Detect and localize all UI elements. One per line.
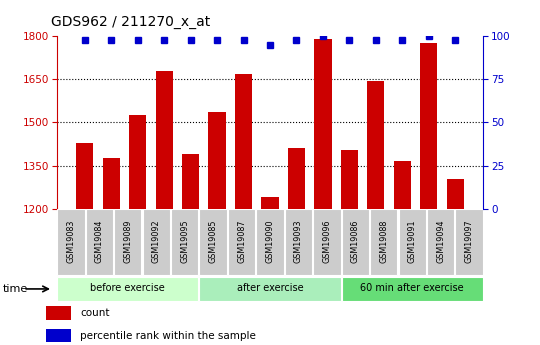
Text: 60 min after exercise: 60 min after exercise	[360, 284, 464, 293]
FancyBboxPatch shape	[57, 209, 85, 275]
Text: GSM19097: GSM19097	[464, 219, 474, 263]
Text: GSM19088: GSM19088	[379, 219, 388, 263]
FancyBboxPatch shape	[399, 209, 426, 275]
Bar	[129, 115, 146, 209]
Text: GSM19093: GSM19093	[294, 219, 303, 263]
FancyBboxPatch shape	[199, 209, 227, 275]
Text: before exercise: before exercise	[90, 284, 165, 293]
Text: GSM19086: GSM19086	[351, 219, 360, 263]
FancyBboxPatch shape	[285, 209, 312, 275]
Bar	[76, 142, 93, 209]
Text: GSM19083: GSM19083	[66, 219, 76, 263]
Bar	[367, 81, 384, 209]
Text: time: time	[3, 284, 28, 294]
FancyBboxPatch shape	[313, 209, 341, 275]
Text: after exercise: after exercise	[237, 284, 303, 293]
Text: GDS962 / 211270_x_at: GDS962 / 211270_x_at	[51, 15, 211, 29]
Bar	[103, 158, 120, 209]
Bar	[341, 150, 358, 209]
Bar	[447, 178, 464, 209]
Text: GSM19089: GSM19089	[123, 219, 132, 263]
Text: GSM19092: GSM19092	[152, 219, 161, 263]
Bar	[394, 161, 411, 209]
Text: GSM19090: GSM19090	[266, 219, 274, 263]
Text: GSM19096: GSM19096	[322, 219, 332, 263]
Bar	[235, 73, 252, 209]
Bar	[420, 43, 437, 209]
Bar	[182, 154, 199, 209]
Text: GSM19091: GSM19091	[408, 219, 417, 263]
Bar	[314, 39, 332, 209]
Text: percentile rank within the sample: percentile rank within the sample	[80, 331, 256, 341]
Bar	[261, 197, 279, 209]
FancyBboxPatch shape	[256, 209, 284, 275]
FancyBboxPatch shape	[171, 209, 198, 275]
FancyBboxPatch shape	[143, 209, 170, 275]
Text: count: count	[80, 308, 110, 318]
FancyBboxPatch shape	[57, 277, 198, 301]
FancyBboxPatch shape	[427, 209, 454, 275]
FancyBboxPatch shape	[46, 306, 71, 320]
Text: GSM19094: GSM19094	[436, 219, 445, 263]
FancyBboxPatch shape	[114, 209, 141, 275]
Bar	[288, 148, 305, 209]
FancyBboxPatch shape	[370, 209, 397, 275]
FancyBboxPatch shape	[86, 209, 113, 275]
FancyBboxPatch shape	[342, 209, 369, 275]
Bar	[156, 71, 173, 209]
Text: GSM19087: GSM19087	[237, 219, 246, 263]
Text: GSM19085: GSM19085	[208, 219, 218, 263]
Text: GSM19095: GSM19095	[180, 219, 189, 263]
Bar	[208, 112, 226, 209]
FancyBboxPatch shape	[228, 209, 255, 275]
FancyBboxPatch shape	[46, 329, 71, 342]
Text: GSM19084: GSM19084	[95, 219, 104, 263]
FancyBboxPatch shape	[199, 277, 341, 301]
FancyBboxPatch shape	[342, 277, 483, 301]
FancyBboxPatch shape	[455, 209, 483, 275]
